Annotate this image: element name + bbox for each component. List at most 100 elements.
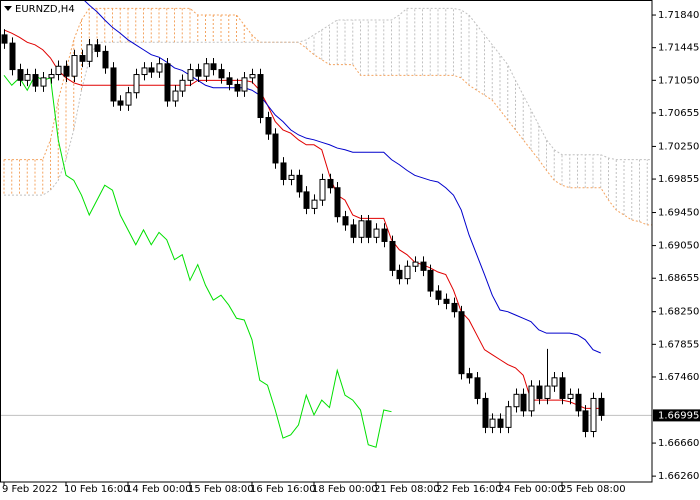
candle-body bbox=[373, 228, 380, 238]
candle-body bbox=[9, 42, 16, 71]
candle-body bbox=[342, 216, 349, 226]
x-tick-label: 24 Feb 00:00 bbox=[498, 484, 564, 495]
candle-body bbox=[458, 311, 465, 375]
indicator-line bbox=[3, 29, 601, 409]
candle-body bbox=[141, 67, 148, 76]
candle-body bbox=[24, 74, 31, 81]
chart-title: EURNZD,H4 bbox=[15, 4, 75, 15]
y-tick-label: 1.71445 bbox=[658, 43, 699, 54]
y-tick-label: 1.66660 bbox=[658, 438, 699, 449]
candle-body bbox=[412, 261, 419, 267]
candle-body bbox=[148, 67, 155, 73]
candle-body bbox=[451, 302, 458, 313]
candle-body bbox=[327, 178, 334, 189]
y-tick-label: 1.70655 bbox=[658, 108, 699, 119]
candle-body bbox=[474, 377, 481, 399]
candle-body bbox=[63, 65, 70, 77]
candle-body bbox=[280, 162, 287, 180]
candle-body bbox=[358, 220, 365, 238]
axes: 1.71840 1.71445 1.71050 1.70655 1.70250 1.698… bbox=[2, 10, 700, 495]
candle-body bbox=[249, 74, 256, 79]
y-tick-label: 1.69050 bbox=[658, 241, 699, 252]
symbol-menu-arrow[interactable] bbox=[4, 6, 12, 11]
candle-body bbox=[489, 418, 496, 428]
last-price-label: 1.66995 bbox=[658, 410, 699, 421]
candle-body bbox=[536, 385, 543, 399]
candle-body bbox=[125, 92, 132, 106]
candle-body bbox=[257, 74, 264, 119]
candle-body bbox=[505, 406, 512, 428]
candle-body bbox=[210, 63, 217, 71]
x-tick-label: 25 Feb 08:00 bbox=[560, 484, 626, 495]
candle-body bbox=[427, 269, 434, 292]
candle-body bbox=[551, 377, 558, 387]
candle-body bbox=[303, 191, 310, 209]
candle-body bbox=[203, 63, 210, 77]
candle-body bbox=[582, 410, 589, 433]
y-tick-label: 1.69855 bbox=[658, 174, 699, 185]
x-tick-label: 10 Feb 16:00 bbox=[64, 484, 130, 495]
x-tick-label: 21 Feb 08:00 bbox=[374, 484, 440, 495]
y-tick-label: 1.70250 bbox=[658, 141, 699, 152]
candle-body bbox=[482, 397, 489, 428]
candle-body bbox=[48, 74, 55, 79]
candle-body bbox=[381, 228, 388, 242]
candle-body bbox=[272, 133, 279, 164]
candle-body bbox=[567, 393, 574, 399]
y-tick-label: 1.67855 bbox=[658, 339, 699, 350]
plot-area bbox=[0, 0, 652, 448]
candle-body bbox=[350, 224, 357, 238]
candle-body bbox=[365, 220, 372, 238]
y-tick-label: 1.68655 bbox=[658, 273, 699, 284]
y-tick-label: 1.71050 bbox=[658, 75, 699, 86]
candle-body bbox=[32, 74, 39, 87]
candle-body bbox=[420, 261, 427, 271]
x-tick-label: 14 Feb 00:00 bbox=[126, 484, 192, 495]
plot-border bbox=[0, 0, 653, 483]
candle-body bbox=[156, 63, 163, 73]
candle-body bbox=[497, 418, 504, 428]
candle-body bbox=[172, 90, 179, 102]
cloud-span bbox=[4, 7, 652, 226]
candle-body bbox=[559, 377, 566, 399]
candle-body bbox=[520, 393, 527, 412]
y-tick-label: 1.71840 bbox=[658, 10, 699, 21]
last-price-box bbox=[653, 409, 700, 422]
y-tick-label: 1.66260 bbox=[658, 471, 699, 482]
candle-body bbox=[110, 67, 117, 102]
candle-body bbox=[1, 34, 8, 44]
candle-body bbox=[40, 77, 47, 87]
candle-body bbox=[133, 74, 140, 94]
candle-body bbox=[575, 393, 582, 412]
indicator-line bbox=[3, 74, 392, 448]
candle-body bbox=[241, 77, 248, 92]
candle-body bbox=[528, 385, 535, 412]
candle-body bbox=[590, 397, 597, 433]
x-tick-label: 22 Feb 16:00 bbox=[436, 484, 502, 495]
candle-body bbox=[164, 63, 171, 102]
candle-body bbox=[404, 265, 411, 280]
candle-body bbox=[435, 290, 442, 300]
candle-body bbox=[466, 373, 473, 379]
candle-body bbox=[513, 393, 520, 408]
candle-body bbox=[187, 69, 194, 81]
candle-body bbox=[86, 44, 93, 62]
candle-body bbox=[265, 117, 272, 135]
y-tick-label: 1.67460 bbox=[658, 372, 699, 383]
candle-body bbox=[71, 55, 78, 77]
candle-body bbox=[94, 44, 101, 52]
candle-body bbox=[226, 77, 233, 85]
x-tick-label: 18 Feb 00:00 bbox=[312, 484, 378, 495]
candle-body bbox=[102, 50, 109, 69]
candle-body bbox=[319, 178, 326, 201]
candle-body bbox=[234, 83, 241, 92]
candle-body bbox=[55, 65, 62, 76]
candle-body bbox=[195, 69, 202, 77]
candle-body bbox=[311, 199, 318, 209]
candle-body bbox=[79, 55, 86, 62]
y-tick-label: 1.68250 bbox=[658, 307, 699, 318]
candle-body bbox=[288, 174, 295, 180]
x-tick-label: 9 Feb 2022 bbox=[2, 484, 58, 495]
candle-body bbox=[17, 69, 24, 81]
